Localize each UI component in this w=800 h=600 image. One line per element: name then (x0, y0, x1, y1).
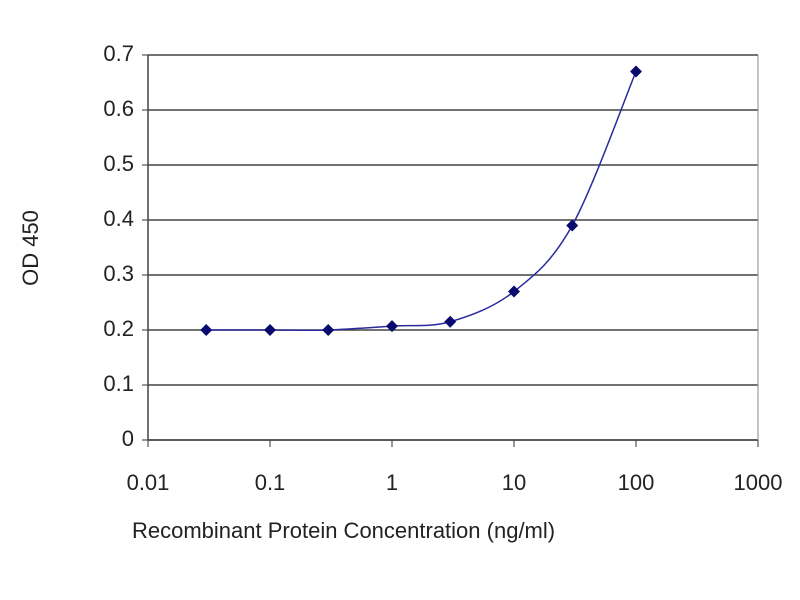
point (322, 324, 335, 336)
y-tick-label: 0.6 (103, 96, 134, 121)
y-tick-label: 0.7 (103, 41, 134, 66)
point (630, 65, 642, 78)
x-tick-label: 0.01 (127, 470, 170, 495)
point (566, 219, 579, 232)
y-tick-label: 0.3 (103, 261, 134, 286)
y-tick-label: 0 (122, 426, 134, 451)
x-tick-label: 0.1 (255, 470, 286, 495)
y-tick-label: 0.4 (103, 206, 134, 231)
x-axis-label: Recombinant Protein Concentration (ng/ml… (132, 518, 555, 543)
x-tick-label: 1 (386, 470, 398, 495)
y-tick-label: 0.2 (103, 316, 134, 341)
y-tick-label: 0.1 (103, 371, 134, 396)
x-tick-label: 1000 (734, 470, 783, 495)
point (386, 320, 398, 333)
y-tick-label: 0.5 (103, 151, 134, 176)
point (508, 285, 520, 298)
y-axis-label: OD 450 (18, 210, 43, 286)
point (264, 324, 276, 336)
point (200, 324, 213, 336)
point (444, 315, 457, 328)
x-tick-label: 100 (618, 470, 655, 495)
x-tick-label: 10 (502, 470, 526, 495)
